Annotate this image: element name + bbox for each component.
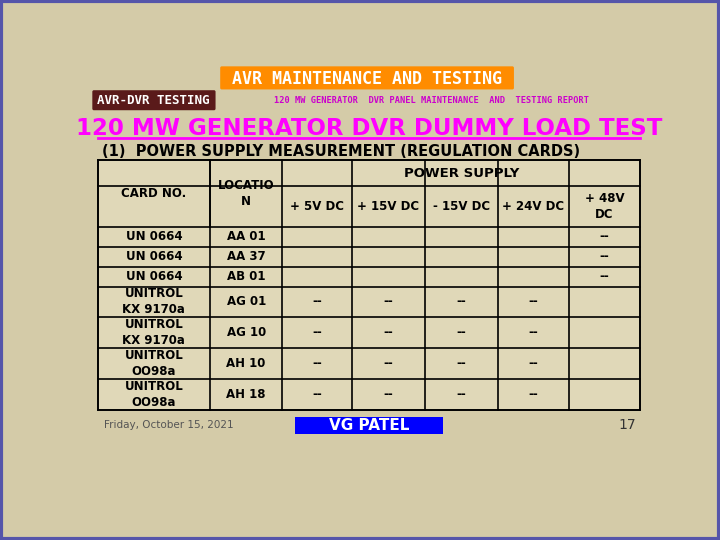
Text: - 15V DC: - 15V DC (433, 200, 490, 213)
Text: --: -- (312, 388, 322, 401)
Text: UNITROL
KX 9170a: UNITROL KX 9170a (122, 287, 185, 316)
Text: VG PATEL: VG PATEL (329, 417, 409, 433)
Text: --: -- (456, 388, 466, 401)
Bar (98, 186, 282, 187)
Text: UN 0664: UN 0664 (125, 270, 182, 283)
Text: AB 01: AB 01 (227, 270, 266, 283)
Text: --: -- (384, 357, 393, 370)
Text: + 48V
DC: + 48V DC (585, 192, 624, 221)
Text: POWER SUPPLY: POWER SUPPLY (403, 167, 519, 180)
Text: --: -- (384, 295, 393, 308)
Text: --: -- (312, 295, 322, 308)
Text: AH 18: AH 18 (226, 388, 266, 401)
Text: UNITROL
OO98a: UNITROL OO98a (125, 380, 184, 409)
Text: UN 0664: UN 0664 (125, 230, 182, 243)
Text: 120 MW GENERATOR DVR DUMMY LOAD TEST: 120 MW GENERATOR DVR DUMMY LOAD TEST (76, 117, 662, 140)
Text: --: -- (384, 388, 393, 401)
Text: --: -- (384, 326, 393, 339)
FancyBboxPatch shape (92, 90, 215, 110)
Text: --: -- (312, 326, 322, 339)
Text: AVR-DVR TESTING: AVR-DVR TESTING (97, 94, 210, 107)
Text: --: -- (528, 295, 538, 308)
Text: AH 10: AH 10 (227, 357, 266, 370)
Text: --: -- (312, 357, 322, 370)
Text: LOCATIO
N: LOCATIO N (218, 179, 274, 208)
Text: --: -- (600, 250, 609, 263)
Text: --: -- (528, 357, 538, 370)
Text: --: -- (456, 295, 466, 308)
Text: --: -- (456, 357, 466, 370)
Text: + 15V DC: + 15V DC (357, 200, 420, 213)
Text: AA 01: AA 01 (227, 230, 266, 243)
FancyBboxPatch shape (220, 66, 514, 90)
Text: AG 01: AG 01 (227, 295, 266, 308)
Text: + 24V DC: + 24V DC (503, 200, 564, 213)
Text: Friday, October 15, 2021: Friday, October 15, 2021 (104, 420, 233, 430)
Text: (1)  POWER SUPPLY MEASUREMENT (REGULATION CARDS): (1) POWER SUPPLY MEASUREMENT (REGULATION… (102, 144, 580, 159)
Text: 17: 17 (618, 418, 636, 432)
Text: + 5V DC: + 5V DC (290, 200, 344, 213)
Text: --: -- (456, 326, 466, 339)
Text: AG 10: AG 10 (227, 326, 266, 339)
Bar (98, 160, 640, 410)
Text: UN 0664: UN 0664 (125, 250, 182, 263)
Text: --: -- (600, 270, 609, 283)
Text: UNITROL
OO98a: UNITROL OO98a (125, 349, 184, 378)
Bar (295, 417, 443, 434)
Text: AA 37: AA 37 (227, 250, 266, 263)
Text: --: -- (528, 388, 538, 401)
Text: --: -- (528, 326, 538, 339)
Text: AVR MAINTENANCE AND TESTING: AVR MAINTENANCE AND TESTING (232, 70, 502, 87)
Text: UNITROL
KX 9170a: UNITROL KX 9170a (122, 318, 185, 347)
Text: CARD NO.: CARD NO. (121, 187, 186, 200)
Text: --: -- (600, 230, 609, 243)
Text: 120 MW GENERATOR  DVR PANEL MAINTENANCE  AND  TESTING REPORT: 120 MW GENERATOR DVR PANEL MAINTENANCE A… (274, 97, 588, 105)
